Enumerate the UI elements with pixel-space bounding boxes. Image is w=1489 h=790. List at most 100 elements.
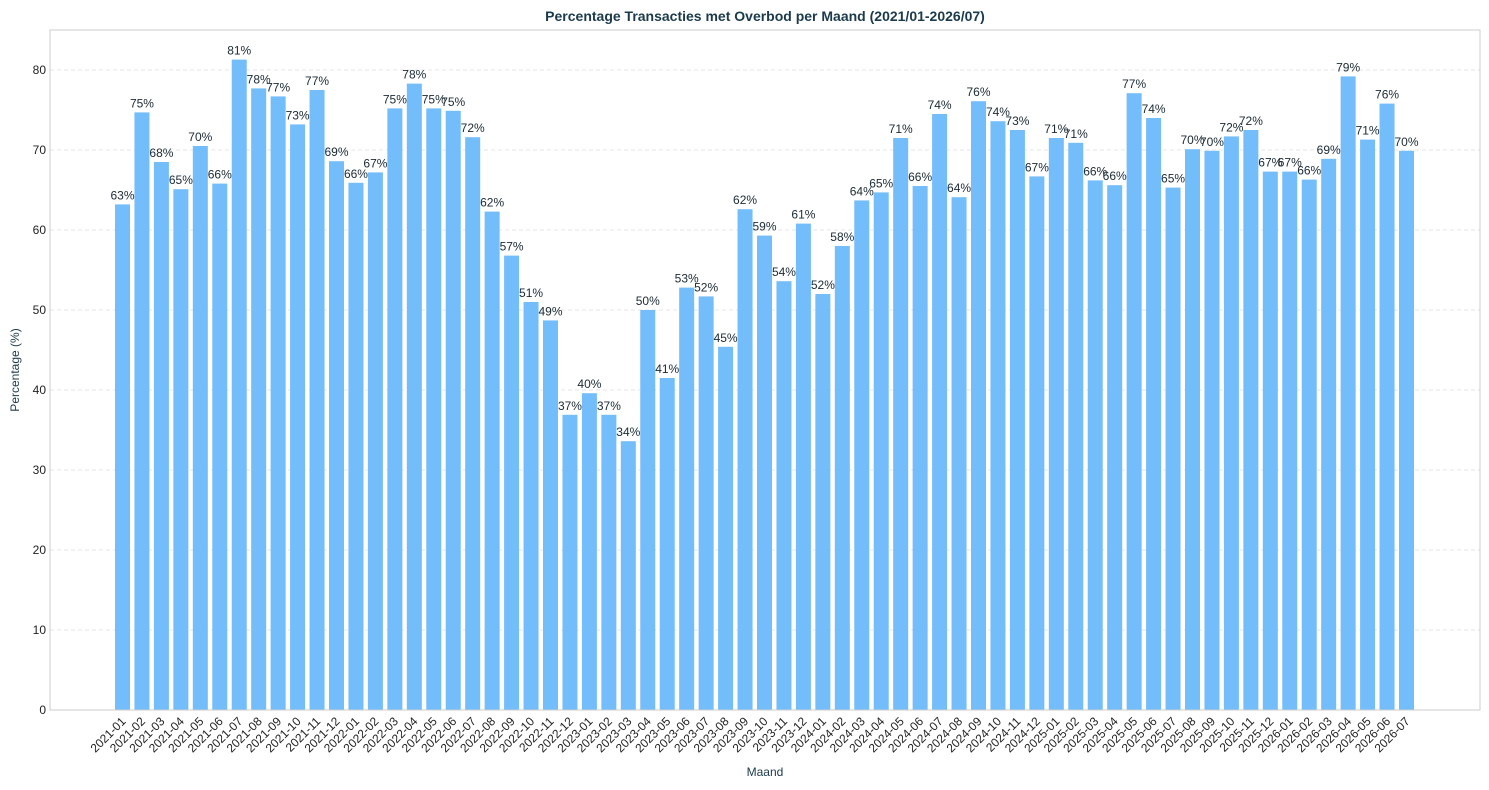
bar <box>523 302 539 710</box>
bar-value-label: 71% <box>889 122 913 136</box>
bar <box>1321 158 1337 711</box>
bar-value-label: 74% <box>986 105 1010 119</box>
bar <box>854 200 870 710</box>
y-tick-label: 20 <box>33 543 47 557</box>
x-axis-label: Maand <box>747 765 784 779</box>
bar-value-label: 65% <box>1161 172 1185 186</box>
bar-value-label: 81% <box>227 44 251 58</box>
bar-value-label: 77% <box>266 80 290 94</box>
bar-value-label: 66% <box>908 170 932 184</box>
bar-value-label: 69% <box>1317 143 1341 157</box>
bar-value-label: 53% <box>675 272 699 286</box>
bar-value-label: 66% <box>208 168 232 182</box>
bar-value-label: 71% <box>1356 124 1380 138</box>
bar <box>873 192 889 710</box>
bar <box>426 108 442 710</box>
bar <box>387 108 403 710</box>
bar <box>601 414 617 710</box>
bar <box>1282 171 1298 711</box>
bar-value-label: 52% <box>694 280 718 294</box>
bar <box>737 209 753 710</box>
y-tick-label: 70 <box>33 143 47 157</box>
bar-value-label: 64% <box>850 184 874 198</box>
bar-value-label: 34% <box>616 425 640 439</box>
y-tick-label: 50 <box>33 303 47 317</box>
bar <box>698 296 714 710</box>
bar <box>115 204 130 710</box>
bar-value-label: 73% <box>1005 114 1029 128</box>
bar <box>776 281 792 710</box>
bar-value-label: 69% <box>324 145 348 159</box>
bar <box>659 378 675 710</box>
y-tick-label: 60 <box>33 223 47 237</box>
bar <box>581 393 597 710</box>
bar <box>893 138 909 710</box>
bar <box>1399 150 1414 711</box>
bar-value-label: 62% <box>733 193 757 207</box>
bar <box>1068 142 1084 711</box>
bar-value-label: 75% <box>130 96 154 110</box>
bar-value-label: 59% <box>752 220 776 234</box>
bar-labels: 63%75%68%65%70%66%81%78%77%73%77%69%66%6… <box>110 44 1418 440</box>
bar <box>1204 150 1220 711</box>
bar-value-label: 67% <box>1258 156 1282 170</box>
bar-value-label: 51% <box>519 286 543 300</box>
bar <box>251 88 267 710</box>
bar-value-label: 37% <box>558 399 582 413</box>
bar-value-label: 78% <box>402 68 426 82</box>
bar <box>1126 93 1142 710</box>
bar <box>1048 138 1064 710</box>
bar <box>348 182 364 711</box>
bar-value-label: 75% <box>422 92 446 106</box>
bars <box>115 59 1414 711</box>
bar <box>445 110 461 711</box>
bar <box>1087 180 1103 710</box>
bar <box>406 83 422 711</box>
bar-value-label: 71% <box>1064 127 1088 141</box>
bar <box>173 189 189 710</box>
plot-frame <box>49 29 1481 711</box>
bar-value-label: 50% <box>636 294 660 308</box>
bar-value-label: 37% <box>597 399 621 413</box>
bar-value-label: 65% <box>169 173 193 187</box>
bar-value-label: 63% <box>110 188 134 202</box>
bar <box>1165 187 1181 711</box>
bar <box>990 121 1006 710</box>
bar-value-label: 76% <box>1375 88 1399 102</box>
bar <box>679 287 695 710</box>
bar-value-label: 66% <box>344 167 368 181</box>
bar <box>231 59 247 711</box>
bar-value-label: 66% <box>1103 169 1127 183</box>
bar <box>1379 103 1395 711</box>
bar-value-label: 79% <box>1336 60 1360 74</box>
y-axis-label: Percentage (%) <box>8 328 22 411</box>
chart-title: Percentage Transacties met Overbod per M… <box>545 8 985 24</box>
bar-value-label: 62% <box>480 196 504 210</box>
bar <box>290 124 306 710</box>
y-tick-label: 40 <box>33 383 47 397</box>
bar-value-label: 54% <box>772 265 796 279</box>
bar <box>640 310 656 710</box>
bar-value-label: 70% <box>1394 135 1418 149</box>
bar-value-label: 70% <box>188 130 212 144</box>
bar <box>562 414 578 710</box>
bar <box>834 246 850 710</box>
bar-value-label: 65% <box>869 176 893 190</box>
bar <box>1146 118 1162 710</box>
bar-value-label: 76% <box>966 85 990 99</box>
bar-value-label: 70% <box>1200 135 1224 149</box>
bar <box>309 90 325 710</box>
bar-value-label: 41% <box>655 362 679 376</box>
bar-value-label: 68% <box>149 146 173 160</box>
bar <box>192 146 208 710</box>
bar <box>367 172 383 710</box>
bar-value-label: 71% <box>1044 122 1068 136</box>
bar <box>951 197 967 710</box>
bar-value-label: 70% <box>1180 133 1204 147</box>
bar <box>718 346 734 710</box>
bar <box>1029 176 1045 710</box>
bar-value-label: 52% <box>811 278 835 292</box>
bar <box>1185 149 1200 710</box>
bar <box>971 101 986 710</box>
bar <box>212 183 228 711</box>
